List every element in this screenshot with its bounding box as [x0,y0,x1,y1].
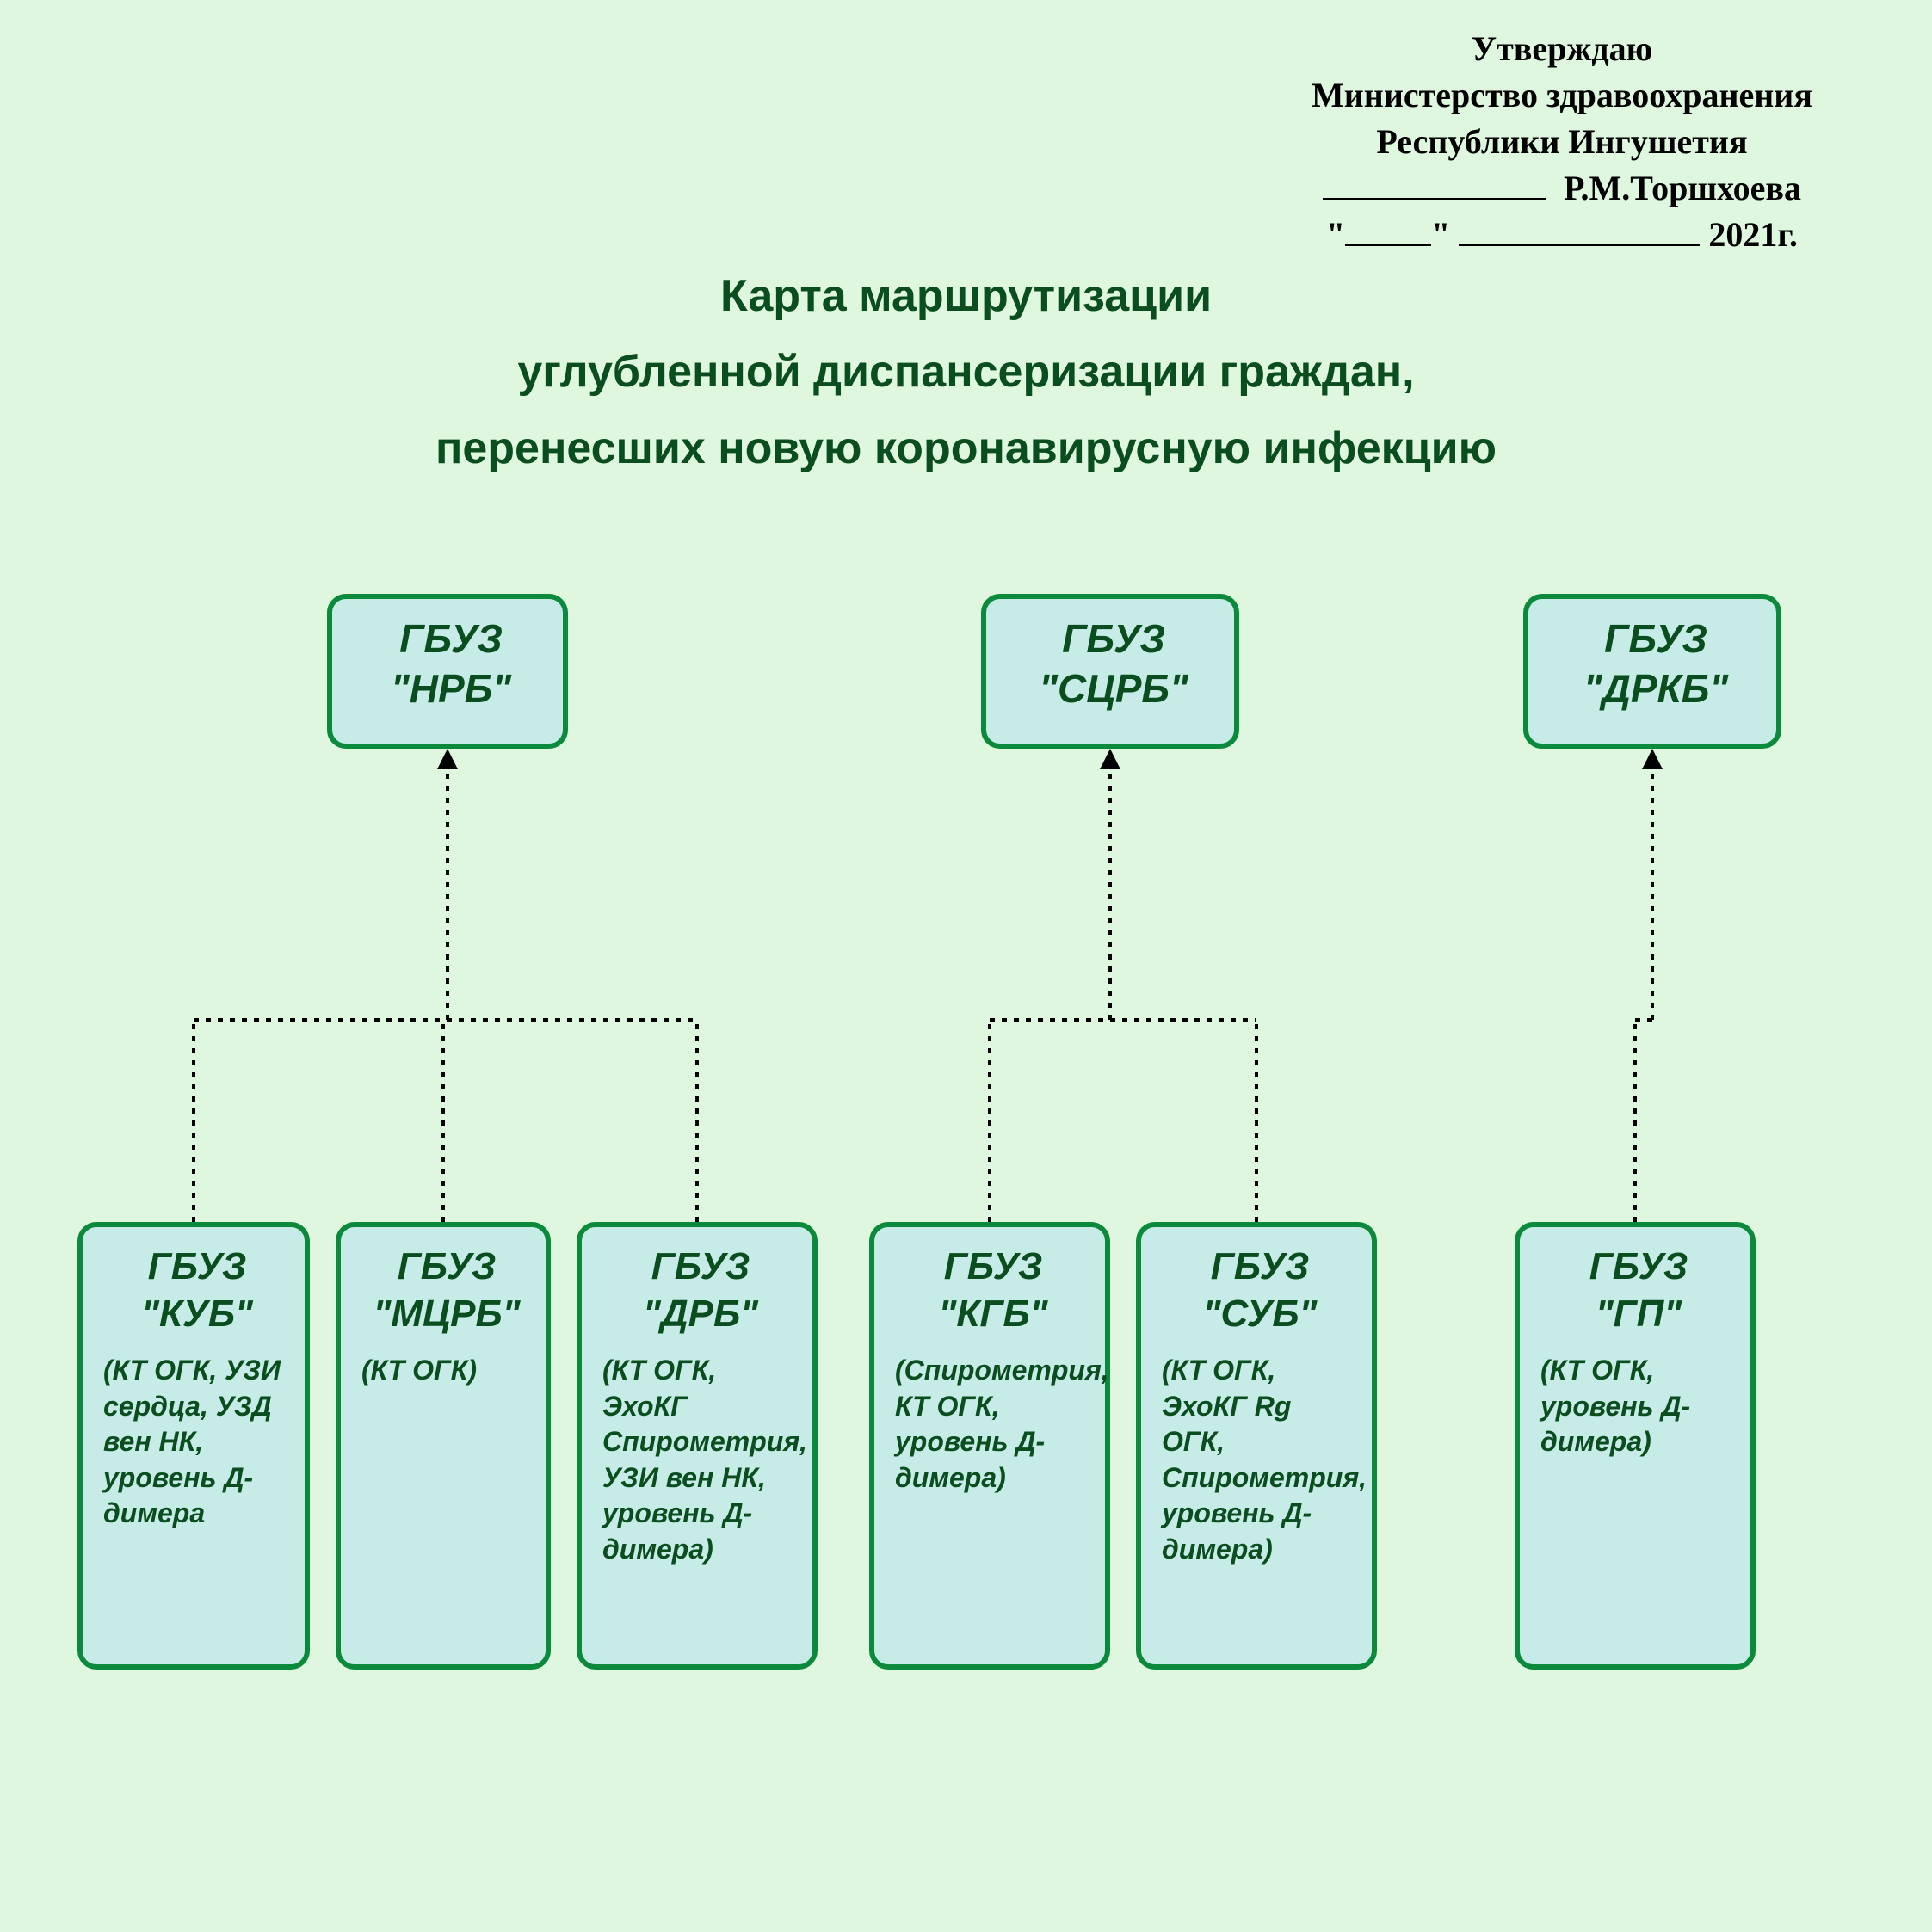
signature-blank [1323,167,1546,200]
approval-line1: Утверждаю [1261,26,1863,72]
node-label: ГБУЗ"ДРКБ" [1549,614,1762,713]
node-label: ГБУЗ"МЦРБ" [361,1243,532,1337]
approval-name: Р.М.Торшхоева [1564,169,1801,207]
node-kgb: ГБУЗ"КГБ" (Спирометрия, КТ ОГК, уровень Д… [869,1222,1110,1670]
approval-signature-row: Р.М.Торшхоева [1261,165,1863,212]
diagram-title: Карта маршрутизации углубленной диспансе… [0,258,1932,486]
node-detail: (Спирометрия, КТ ОГК, уровень Д-димера) [895,1353,1091,1496]
node-detail: (КТ ОГК, уровень Д-димера) [1540,1353,1737,1460]
node-label: ГБУЗ"КГБ" [895,1243,1091,1337]
node-sub: ГБУЗ"СУБ" (КТ ОГК, ЭхоКГ Rg ОГК, Спиромет… [1136,1222,1377,1670]
node-mcrb: ГБУЗ"МЦРБ" (КТ ОГК) [336,1222,551,1670]
node-label: ГБУЗ"СЦРБ" [1007,614,1220,713]
node-scrb: ГБУЗ"СЦРБ" [981,594,1239,749]
node-drkb: ГБУЗ"ДРКБ" [1523,594,1781,749]
node-label: ГБУЗ"ГП" [1540,1243,1737,1337]
node-detail: (КТ ОГК) [361,1353,532,1389]
approval-line3: Республики Ингушетия [1261,119,1863,165]
node-label: ГБУЗ"СУБ" [1162,1243,1358,1337]
node-detail: (КТ ОГК, УЗИ сердца, УЗД вен НК, уровень… [103,1353,291,1532]
node-kub: ГБУЗ"КУБ" (КТ ОГК, УЗИ сердца, УЗД вен НК… [77,1222,310,1670]
title-line1: Карта маршрутизации [0,258,1932,334]
title-line2: углубленной диспансеризации граждан, [0,334,1932,410]
node-label: ГБУЗ"ДРБ" [602,1243,799,1337]
approval-year: 2021г. [1708,215,1798,254]
approval-block: Утверждаю Министерство здравоохранения Р… [1261,26,1863,258]
node-gp: ГБУЗ"ГП" (КТ ОГК, уровень Д-димера) [1515,1222,1756,1670]
node-label: ГБУЗ"НРБ" [353,614,549,713]
approval-line2: Министерство здравоохранения [1261,72,1863,119]
node-label: ГБУЗ"КУБ" [103,1243,291,1337]
date-month-blank [1459,213,1700,246]
title-line3: перенесших новую коронавирусную инфекцию [0,410,1932,486]
node-nrb: ГБУЗ"НРБ" [327,594,568,749]
approval-date-row: "" 2021г. [1261,212,1863,258]
node-drb: ГБУЗ"ДРБ" (КТ ОГК, ЭхоКГ Спирометрия, УЗИ… [577,1222,818,1670]
node-detail: (КТ ОГК, ЭхоКГ Спирометрия, УЗИ вен НК, … [602,1353,799,1568]
date-day-blank [1345,213,1431,246]
node-detail: (КТ ОГК, ЭхоКГ Rg ОГК, Спирометрия, уров… [1162,1353,1358,1568]
